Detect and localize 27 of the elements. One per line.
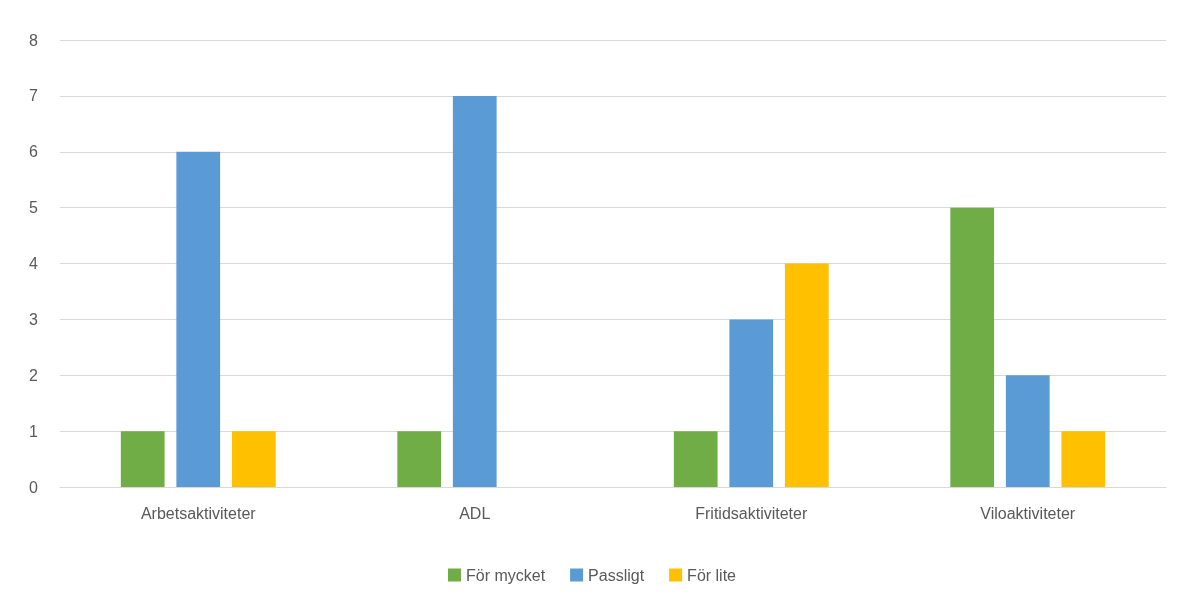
bar xyxy=(729,319,774,487)
bar xyxy=(176,151,221,487)
x-tick-label: Fritidsaktiviteter xyxy=(695,504,808,522)
legend-label: Passligt xyxy=(588,566,645,584)
legend-label: För lite xyxy=(687,566,737,584)
bar xyxy=(397,431,442,487)
bar xyxy=(1061,431,1106,487)
bar xyxy=(1005,375,1050,487)
bar xyxy=(452,95,497,487)
y-tick-label: 3 xyxy=(29,310,39,328)
x-tick-label: Arbetsaktiviteter xyxy=(140,504,257,522)
y-tick-label: 0 xyxy=(29,478,39,496)
bar xyxy=(950,207,995,487)
bar xyxy=(784,263,829,487)
y-tick-label: 7 xyxy=(29,87,39,105)
legend-label: För mycket xyxy=(465,566,546,584)
y-tick-label: 2 xyxy=(29,366,39,384)
bar xyxy=(673,431,718,487)
bar xyxy=(120,431,165,487)
x-tick-label: Viloaktiviteter xyxy=(980,504,1076,522)
y-tick-label: 5 xyxy=(29,199,39,217)
x-tick-label: ADL xyxy=(459,504,491,522)
y-tick-label: 1 xyxy=(29,422,39,440)
bar xyxy=(231,431,276,487)
y-tick-label: 6 xyxy=(29,143,39,161)
y-tick-label: 4 xyxy=(29,255,39,272)
y-tick-label: 8 xyxy=(29,31,39,49)
